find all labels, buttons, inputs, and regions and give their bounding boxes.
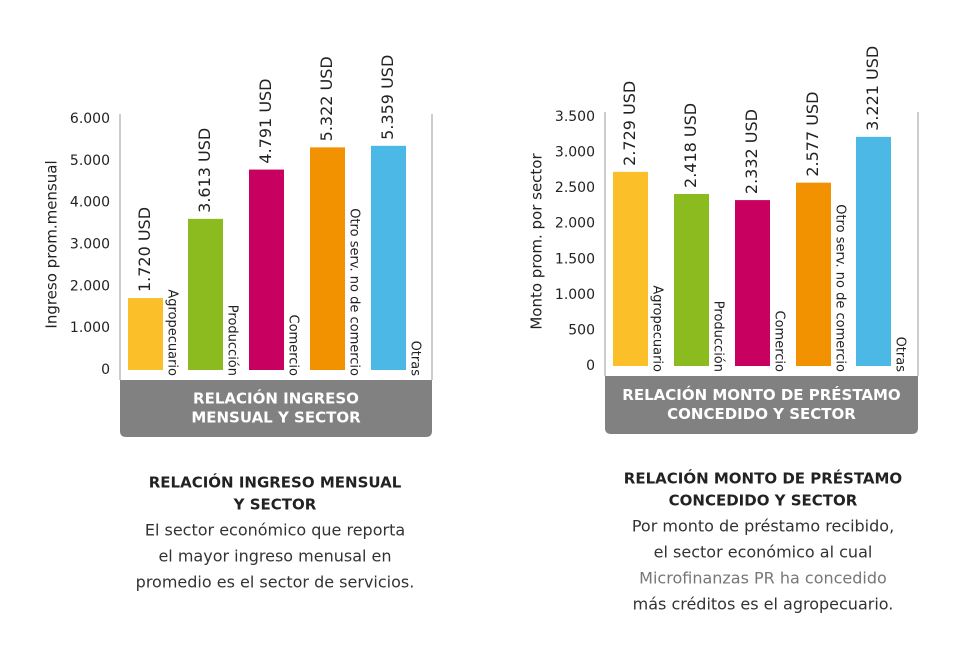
caption-text: el mayor ingreso menusal en xyxy=(158,547,391,566)
category-label: Producción xyxy=(711,301,726,372)
banner-text: RELACIÓN INGRESO xyxy=(193,389,359,408)
value-label: 3.613 USD xyxy=(195,128,214,213)
y-tick-label: 2.500 xyxy=(555,180,595,196)
y-tick-label: 1.000 xyxy=(70,320,110,336)
y-tick-label: 3.000 xyxy=(70,237,110,253)
bar xyxy=(674,193,709,366)
caption-title: CONCEDIDO Y SECTOR xyxy=(669,492,858,510)
bar xyxy=(735,200,770,366)
bar xyxy=(249,169,284,370)
banner xyxy=(605,376,918,434)
bar xyxy=(613,171,648,366)
category-label: Agropecuario xyxy=(165,289,180,376)
value-label: 2.729 USD xyxy=(620,81,639,166)
banner-text: MENSUAL Y SECTOR xyxy=(191,409,361,427)
category-label: Otro serv. no de comercio xyxy=(347,208,362,376)
value-label: 4.791 USD xyxy=(256,78,275,163)
y-axis-label: Ingreso prom.mensual xyxy=(43,160,61,328)
caption-text: más créditos es el agropecuario. xyxy=(633,595,894,614)
category-label: Comercio xyxy=(286,315,301,377)
value-label: 2.418 USD xyxy=(681,103,700,188)
value-label: 5.359 USD xyxy=(378,55,397,140)
y-tick-label: 1.500 xyxy=(555,251,595,267)
category-label: Otras xyxy=(408,341,423,377)
caption-text: Microfinanzas PR ha concedido xyxy=(639,569,887,588)
y-tick-label: 2.000 xyxy=(555,216,595,232)
category-label: Producción xyxy=(225,305,240,376)
y-tick-label: 5.000 xyxy=(70,153,110,169)
caption-title: RELACIÓN INGRESO MENSUAL xyxy=(149,473,402,492)
category-label: Otro serv. no de comercio xyxy=(833,204,848,372)
caption-text: Por monto de préstamo recibido, xyxy=(632,517,894,536)
bar xyxy=(371,145,406,370)
caption-text: el sector económico al cual xyxy=(654,543,873,562)
value-label: 1.720 USD xyxy=(135,207,154,292)
category-label: Otras xyxy=(893,337,908,373)
banner-text: RELACIÓN MONTO DE PRÉSTAMO xyxy=(622,385,900,404)
y-tick-label: 4.000 xyxy=(70,195,110,211)
bar xyxy=(310,147,345,370)
y-tick-label: 2.000 xyxy=(70,278,110,294)
value-label: 5.322 USD xyxy=(317,56,336,141)
y-tick-label: 3.500 xyxy=(555,109,595,125)
y-tick-label: 500 xyxy=(568,322,595,338)
y-tick-label: 0 xyxy=(101,362,110,378)
banner xyxy=(120,380,432,437)
category-label: Comercio xyxy=(772,311,787,373)
banner-text: CONCEDIDO Y SECTOR xyxy=(667,405,856,423)
caption-text: El sector económico que reporta xyxy=(145,521,405,540)
y-tick-label: 1.000 xyxy=(555,287,595,303)
value-label: 2.332 USD xyxy=(742,109,761,194)
y-axis-label: Monto prom. por sector xyxy=(528,153,546,330)
caption-title: Y SECTOR xyxy=(233,496,317,514)
bar xyxy=(188,218,223,370)
value-label: 2.577 USD xyxy=(803,92,822,177)
category-label: Agropecuario xyxy=(650,285,665,372)
caption-title: RELACIÓN MONTO DE PRÉSTAMO xyxy=(624,469,902,488)
y-tick-label: 6.000 xyxy=(70,111,110,127)
bar xyxy=(796,182,831,366)
y-tick-label: 3.000 xyxy=(555,145,595,161)
y-tick-label: 0 xyxy=(586,358,595,374)
bar xyxy=(128,298,163,370)
bar xyxy=(856,136,891,366)
caption-text: promedio es el sector de servicios. xyxy=(136,573,415,592)
value-label: 3.221 USD xyxy=(863,46,882,131)
